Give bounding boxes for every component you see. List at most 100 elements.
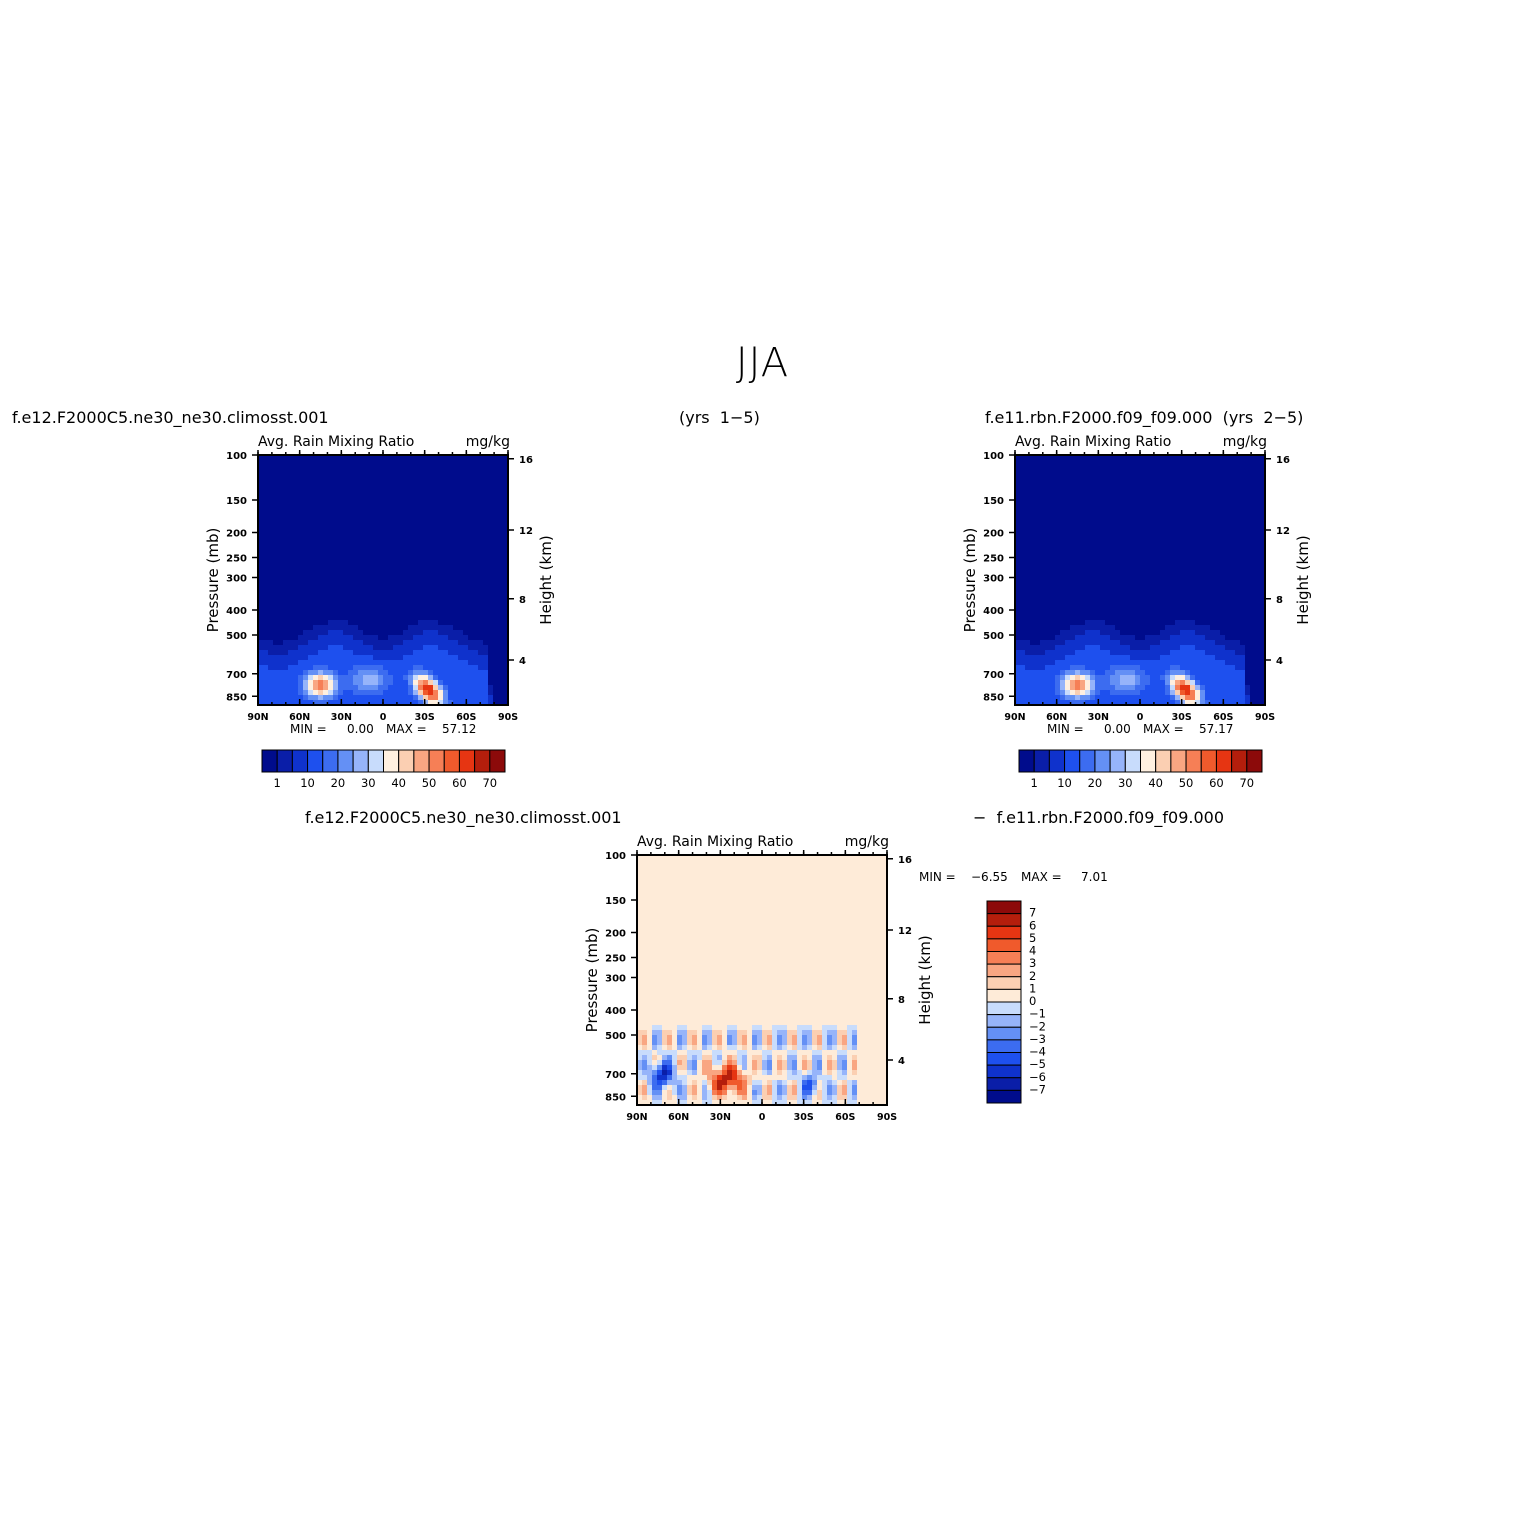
heatmap-cell <box>1090 530 1096 536</box>
heatmap-cell <box>303 585 309 591</box>
heatmap-cell <box>308 575 314 581</box>
heatmap-cell <box>273 550 279 556</box>
heatmap-cell <box>1065 575 1071 581</box>
heatmap-cell <box>1125 630 1131 636</box>
heatmap-cell <box>1090 700 1096 706</box>
heatmap-cell <box>378 490 384 496</box>
heatmap-cell <box>438 540 444 546</box>
heatmap-cell <box>413 490 419 496</box>
heatmap-cell <box>473 675 479 681</box>
heatmap-cell <box>1130 620 1136 626</box>
heatmap-cell <box>493 530 499 536</box>
heatmap-cell <box>1070 570 1076 576</box>
heatmap-cell <box>293 485 299 491</box>
heatmap-cell <box>433 500 439 506</box>
heatmap-cell <box>1050 590 1056 596</box>
heatmap-cell <box>403 675 409 681</box>
heatmap-cell <box>1115 605 1121 611</box>
heatmap-cell <box>258 680 264 686</box>
heatmap-cell <box>383 455 389 461</box>
heatmap-cell <box>473 490 479 496</box>
heatmap-cell <box>263 675 269 681</box>
heatmap-cell <box>258 700 264 706</box>
heatmap-cell <box>1245 690 1251 696</box>
heatmap-cell <box>333 575 339 581</box>
heatmap-cell <box>363 595 369 601</box>
heatmap-cell <box>1210 580 1216 586</box>
heatmap-cell <box>288 455 294 461</box>
heatmap-cell <box>1090 600 1096 606</box>
heatmap-cell <box>273 660 279 666</box>
heatmap-cell <box>258 595 264 601</box>
heatmap-cell <box>1110 605 1116 611</box>
heatmap-cell <box>488 655 494 661</box>
heatmap-cell <box>403 645 409 651</box>
heatmap-cell <box>258 585 264 591</box>
heatmap-cell <box>1220 685 1226 691</box>
heatmap-cell <box>453 520 459 526</box>
heatmap-cell <box>1215 455 1221 461</box>
heatmap-cell <box>268 495 274 501</box>
heatmap-cell <box>308 525 314 531</box>
heatmap-cell <box>358 595 364 601</box>
heatmap-cell <box>498 550 504 556</box>
heatmap-cell <box>1205 480 1211 486</box>
heatmap-cell <box>1135 685 1141 691</box>
heatmap-cell <box>418 520 424 526</box>
heatmap-cell <box>373 555 379 561</box>
heatmap-cell <box>1225 540 1231 546</box>
heatmap-cell <box>1045 595 1051 601</box>
heatmap-cell <box>1100 650 1106 656</box>
heatmap-cell <box>458 625 464 631</box>
heatmap-cell <box>1050 485 1056 491</box>
heatmap-cell <box>318 665 324 671</box>
heatmap-cell <box>298 570 304 576</box>
heatmap-cell <box>423 600 429 606</box>
heatmap-cell <box>288 550 294 556</box>
heatmap-cell <box>1155 620 1161 626</box>
heatmap-cell <box>1165 625 1171 631</box>
heatmap-cell <box>1110 685 1116 691</box>
heatmap-cell <box>313 620 319 626</box>
heatmap-cell <box>1225 470 1231 476</box>
heatmap-cell <box>1100 530 1106 536</box>
heatmap-cell <box>1080 630 1086 636</box>
heatmap-cell <box>1220 590 1226 596</box>
heatmap-cell <box>1100 600 1106 606</box>
heatmap-cell <box>503 635 509 641</box>
heatmap-cell <box>373 505 379 511</box>
heatmap-cell <box>1235 525 1241 531</box>
heatmap-cell <box>1020 480 1026 486</box>
heatmap-cell <box>283 530 289 536</box>
heatmap-cell <box>373 495 379 501</box>
heatmap-cell <box>1020 535 1026 541</box>
heatmap-cell <box>383 670 389 676</box>
heatmap-cell <box>1135 680 1141 686</box>
heatmap-cell <box>363 680 369 686</box>
heatmap-cell <box>1180 610 1186 616</box>
heatmap-cell <box>503 530 509 536</box>
heatmap-cell <box>1150 700 1156 706</box>
heatmap-cell <box>333 550 339 556</box>
heatmap-cell <box>288 525 294 531</box>
heatmap-cell <box>1085 480 1091 486</box>
heatmap-cell <box>1175 455 1181 461</box>
heatmap-cell <box>458 640 464 646</box>
heatmap-cell <box>303 530 309 536</box>
heatmap-cell <box>393 595 399 601</box>
heatmap-cell <box>1120 610 1126 616</box>
heatmap-cell <box>483 580 489 586</box>
heatmap-cell <box>288 635 294 641</box>
heatmap-cell <box>1190 570 1196 576</box>
heatmap-cell <box>388 550 394 556</box>
heatmap-cell <box>1110 475 1116 481</box>
heatmap-cell <box>1120 690 1126 696</box>
heatmap-cell <box>1150 520 1156 526</box>
heatmap-cell <box>1230 490 1236 496</box>
heatmap-cell <box>423 475 429 481</box>
heatmap-cell <box>1140 690 1146 696</box>
heatmap-cell <box>1140 535 1146 541</box>
heatmap-cell <box>1235 560 1241 566</box>
heatmap-cell <box>443 580 449 586</box>
heatmap-cell <box>353 545 359 551</box>
